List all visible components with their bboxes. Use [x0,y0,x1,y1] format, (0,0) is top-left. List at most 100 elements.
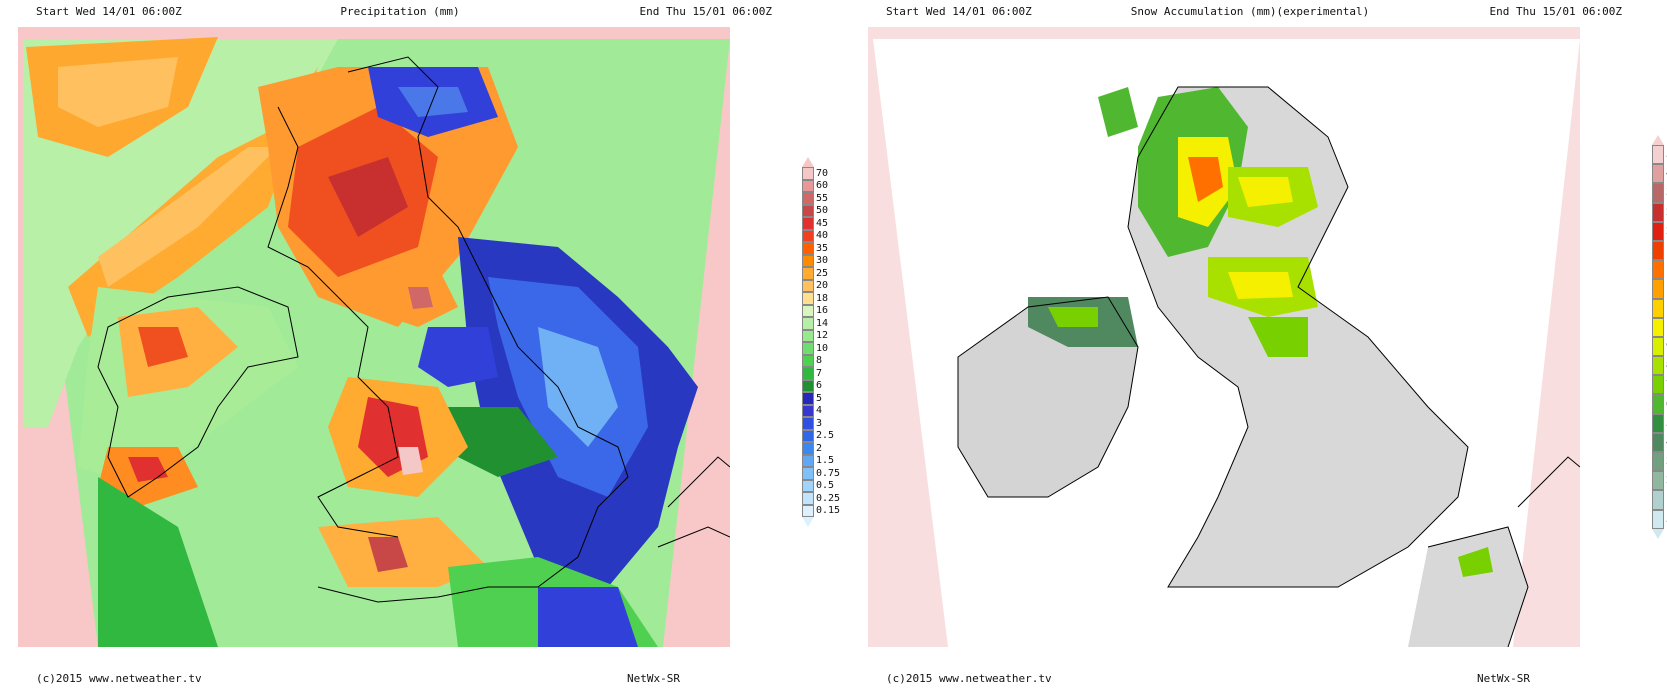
legend-entry: 1.5 [802,454,862,467]
legend-swatch [1652,375,1664,395]
legend-label: 0.75 [816,467,841,479]
legend-entry: 12 [802,329,862,342]
legend-label: 20 [816,280,829,292]
legend-swatch [802,442,814,455]
map-title: Precipitation (mm) [340,5,460,18]
legend-swatch [1652,240,1664,261]
legend-entry: 7 [802,367,862,380]
legend-entry: 120 [1652,298,1667,318]
legend-entry: 70 [802,167,862,180]
brand-label: NetWx-SR [1477,672,1530,685]
legend-entry: 2 [802,442,862,455]
legend-swatch [802,267,814,280]
legend-swatch [802,392,814,405]
legend-swatch [802,242,814,255]
legend-entry: 10 [802,342,862,355]
precipitation-panel: Start Wed 14/01 06:00Z Precipitation (mm… [0,0,840,693]
legend-swatch [1652,452,1664,472]
legend-bottom-arrow [1652,528,1664,539]
legend-entry: 60 [802,179,862,192]
legend-label: 14 [816,317,829,329]
legend-label: 0.15 [816,505,841,517]
legend-entry: 16 [802,304,862,317]
legend-swatch [802,429,814,442]
legend-entry: 60 [1652,394,1667,414]
legend-swatch [1652,413,1664,433]
legend-swatch [802,254,814,267]
legend-swatch [802,479,814,492]
legend-top-arrow [1652,135,1664,145]
map-title: Snow Accumulation (mm)(experimental) [1130,5,1370,18]
legend-swatch [802,304,814,317]
legend-entry: 0.75 [802,467,862,480]
legend-entry: 0.25 [802,492,862,505]
legend-label: 0.5 [816,480,835,492]
legend-entry: 40 [802,229,862,242]
legend-swatch [1652,471,1664,491]
legend-swatch [802,492,814,505]
legend-swatch [802,354,814,367]
legend-label: 30 [816,255,829,267]
legend-label: 4 [816,405,823,417]
snow-field [1028,87,1493,577]
legend-label: 10 [816,342,829,354]
legend-entry: 0.5 [802,479,862,492]
legend-swatch [1652,221,1664,241]
legend-label: 5 [816,392,823,404]
legend-entry: 0.15 [802,504,862,517]
legend-bottom-arrow [802,517,814,527]
legend-entry: 70 [1652,375,1667,395]
legend-swatch [802,367,814,380]
legend-swatch [1652,298,1664,318]
legend-entry: 500 [1652,145,1667,165]
coastline [97,56,730,603]
legend-swatch [1652,490,1664,510]
legend-label: 2 [816,442,823,454]
legend-swatch [1652,356,1664,376]
legend-label: 3 [816,417,823,429]
legend-label: 60 [816,180,829,192]
legend-swatch [1652,183,1664,203]
legend-label: 16 [816,305,829,317]
legend-swatch [1652,279,1664,299]
legend-swatch [1652,432,1664,452]
legend-label: 35 [816,242,829,254]
legend-swatch [1652,509,1664,529]
legend-label: 0.25 [816,492,841,504]
legend-swatch [802,417,814,430]
legend-entry: 90 [1652,336,1667,357]
legend-entry: 3 [802,417,862,430]
legend-swatch [802,454,814,467]
legend-entry: 250 [1652,202,1667,222]
legend-label: 40 [816,230,829,242]
legend-entry: 14 [802,317,862,330]
legend-label: 1.5 [816,455,835,467]
legend-entry: 140 [1652,279,1667,299]
legend-entry: 30 [802,254,862,267]
legend-entry: 35 [802,242,862,255]
legend-label: 70 [816,167,829,179]
brand-label: NetWx-SR [627,672,680,685]
legend-entry: 5 [1652,509,1667,529]
legend-swatch [802,467,814,480]
legend-swatch [802,292,814,305]
legend-swatch [802,329,814,342]
legend-entry: 50 [802,204,862,217]
legend-label: 2.5 [816,430,835,442]
legend-swatch [1652,317,1664,337]
legend-label: 45 [816,217,829,229]
legend-entry: 100 [1652,317,1667,337]
legend-entry: 6 [802,379,862,392]
copyright-label: (c)2015 www.netweather.tv [36,672,202,685]
legend-entry: 20 [802,279,862,292]
legend-swatch [802,279,814,292]
legend-entry: 160 [1652,260,1667,280]
snow-legend: 5004003002502001801601401201009080706050… [1652,135,1667,539]
legend-swatch [802,504,814,517]
legend-swatch [802,342,814,355]
legend-swatch [802,229,814,242]
legend-swatch [802,317,814,330]
start-time-label: Start Wed 14/01 06:00Z [886,5,1032,18]
legend-swatch [1652,394,1664,414]
legend-swatch [802,167,814,180]
